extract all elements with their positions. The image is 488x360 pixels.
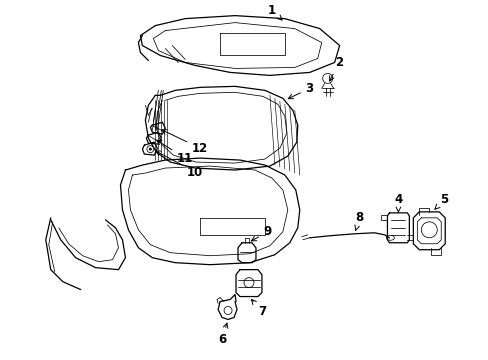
Text: 12: 12 (162, 130, 208, 155)
Circle shape (148, 148, 152, 150)
Text: 6: 6 (218, 323, 227, 346)
Text: 9: 9 (251, 225, 271, 241)
Text: 1: 1 (267, 4, 282, 20)
Text: 8: 8 (354, 211, 363, 230)
Text: 11: 11 (156, 140, 193, 165)
Text: 10: 10 (156, 151, 203, 179)
Text: 3: 3 (288, 82, 313, 99)
Text: 2: 2 (329, 56, 343, 81)
Text: 5: 5 (434, 193, 447, 209)
Text: 4: 4 (393, 193, 402, 212)
Text: 7: 7 (251, 300, 265, 318)
